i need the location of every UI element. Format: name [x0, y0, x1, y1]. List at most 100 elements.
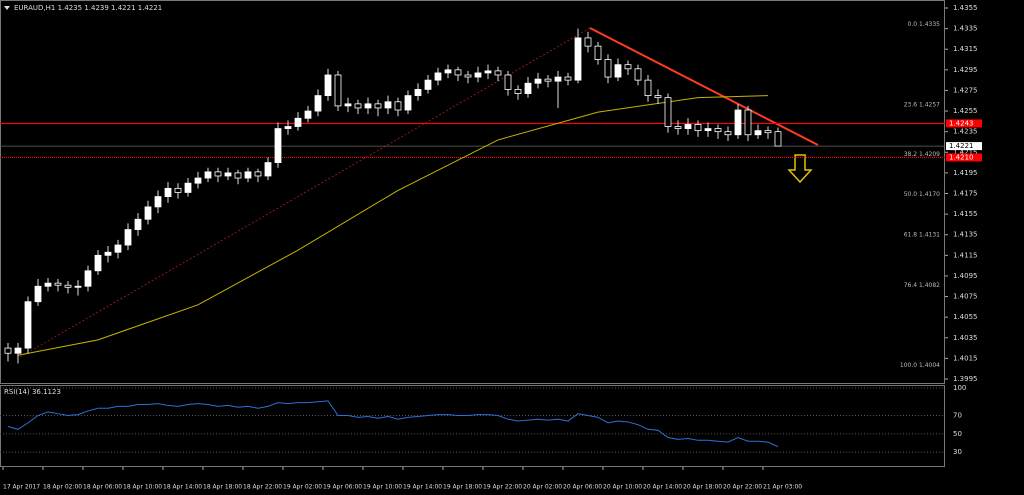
candle-body — [684, 124, 692, 129]
candle-body — [294, 117, 302, 127]
level-tag — [946, 119, 982, 128]
x-tick-label: 18 Apr 14:00 — [163, 484, 202, 491]
candle-body — [694, 124, 702, 132]
y-tick-label: 1.4255 — [953, 107, 978, 115]
candle-body — [134, 218, 142, 230]
candle-body — [4, 347, 12, 354]
y-tick-label: 1.4275 — [953, 86, 978, 94]
candle-body — [714, 128, 722, 133]
candle-body — [524, 82, 532, 94]
x-tick-label: 20 Apr 14:00 — [643, 484, 682, 491]
candle-body — [504, 74, 512, 90]
candle-body — [254, 171, 262, 177]
x-tick-label: 19 Apr 18:00 — [443, 484, 482, 491]
candle-body — [174, 187, 182, 193]
candle-body — [444, 69, 452, 74]
candle-body — [614, 64, 622, 78]
level-tag — [946, 153, 982, 162]
y-tick-label: 1.4095 — [953, 272, 978, 280]
candle-body — [314, 95, 322, 112]
x-tick-label: 18 Apr 18:00 — [203, 484, 242, 491]
y-tick-label: 1.4155 — [953, 210, 978, 218]
x-tick-label: 18 Apr 10:00 — [123, 484, 162, 491]
y-tick-label: 1.4315 — [953, 45, 978, 53]
x-tick-label: 19 Apr 06:00 — [323, 484, 362, 491]
x-tick-label: 18 Apr 06:00 — [83, 484, 122, 491]
y-tick-label: 1.4355 — [953, 4, 978, 12]
last-price-label: 1.4221 — [949, 142, 974, 150]
rsi-tick-label: 30 — [953, 448, 962, 456]
candle-body — [234, 172, 242, 179]
x-tick-label: 18 Apr 02:00 — [43, 484, 82, 491]
candle-body — [564, 76, 572, 81]
x-tick-label: 20 Apr 06:00 — [563, 484, 602, 491]
candle-body — [64, 284, 72, 288]
candle-body — [464, 74, 472, 78]
candle-body — [634, 68, 642, 81]
fib-label: 38.2 1.4209 — [904, 151, 940, 158]
candle-body — [144, 206, 152, 220]
y-tick-label: 1.3995 — [953, 375, 978, 383]
y-tick-label: 1.4015 — [953, 354, 978, 362]
x-tick-label: 21 Apr 03:00 — [763, 484, 802, 491]
candle-body — [94, 254, 102, 272]
price-panel — [0, 0, 945, 384]
y-tick-label: 1.4195 — [953, 169, 978, 177]
candle-body — [404, 95, 412, 111]
chart-title: EURAUD,H1 1.4235 1.4239 1.4221 1.4221 — [14, 4, 162, 12]
fib-label: 23.6 1.4257 — [904, 101, 940, 108]
candle-body — [194, 177, 202, 184]
candle-body — [514, 89, 522, 94]
candle-body — [74, 285, 82, 288]
rsi-title: RSI(14) 36.1123 — [4, 388, 61, 396]
x-tick-label: 20 Apr 22:00 — [723, 484, 762, 491]
candle-body — [334, 74, 342, 107]
candle-body — [554, 76, 562, 82]
candle-body — [304, 110, 312, 119]
candle-body — [664, 97, 672, 127]
x-tick-label: 18 Apr 22:00 — [243, 484, 282, 491]
candle-body — [214, 171, 222, 177]
candle-body — [104, 251, 112, 256]
candle-body — [154, 196, 162, 208]
candle-body — [584, 37, 592, 47]
candle-body — [84, 270, 92, 287]
level-tag-label: 1.4210 — [949, 153, 974, 161]
y-tick-label: 1.4335 — [953, 25, 978, 33]
candle-body — [204, 171, 212, 179]
candle-body — [344, 103, 352, 107]
candle-body — [624, 64, 632, 70]
candle-body — [434, 72, 442, 81]
candle-body — [114, 244, 122, 253]
candle-body — [764, 130, 772, 134]
candle-body — [674, 126, 682, 129]
x-tick-label: 19 Apr 22:00 — [483, 484, 522, 491]
rsi-line — [7, 400, 779, 448]
title-icon — [4, 6, 10, 10]
candle-body — [324, 74, 332, 96]
x-tick-label: 20 Apr 18:00 — [683, 484, 722, 491]
y-tick-label: 1.4235 — [953, 128, 978, 136]
candle-body — [374, 103, 382, 109]
candle-body — [704, 128, 712, 132]
y-tick-label: 1.4295 — [953, 66, 978, 74]
candle-body — [34, 285, 42, 303]
y-tick-label: 1.4135 — [953, 231, 978, 239]
fib-label: 100.0 1.4004 — [900, 362, 940, 369]
candle-body — [654, 95, 662, 99]
candle-body — [744, 109, 752, 136]
y-tick-label: 1.4075 — [953, 293, 978, 301]
trendline — [589, 27, 819, 146]
level-tag-label: 1.4243 — [949, 119, 974, 127]
y-tick-label: 1.4215 — [953, 148, 978, 156]
candle-body — [394, 101, 402, 111]
candle-body — [244, 171, 252, 179]
candle-body — [124, 229, 132, 246]
fib-diagonal — [19, 27, 591, 358]
candle-body — [644, 79, 652, 96]
candle-body — [574, 37, 582, 81]
y-tick-label: 1.4035 — [953, 334, 978, 342]
x-tick-label: 20 Apr 02:00 — [523, 484, 562, 491]
